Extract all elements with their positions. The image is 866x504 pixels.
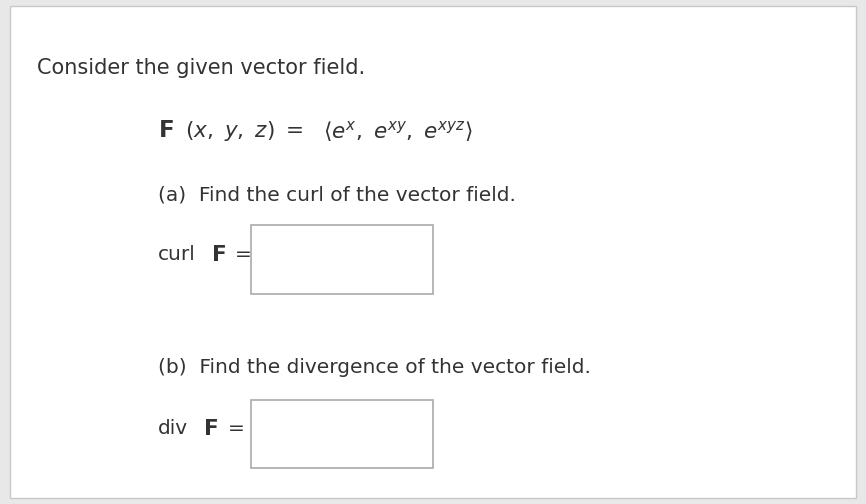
Text: =: = [236, 244, 252, 264]
Text: Consider the given vector field.: Consider the given vector field. [37, 57, 365, 78]
Text: div: div [158, 419, 189, 438]
Text: (a)  Find the curl of the vector field.: (a) Find the curl of the vector field. [158, 185, 516, 205]
Text: =: = [228, 419, 244, 438]
Text: $\langle e^{x},\ e^{xy},\ e^{xyz}\rangle$: $\langle e^{x},\ e^{xy},\ e^{xyz}\rangle… [323, 119, 473, 144]
FancyBboxPatch shape [10, 6, 856, 498]
Text: $\mathbf{F}$: $\mathbf{F}$ [204, 419, 218, 439]
Text: $\mathbf{F}$: $\mathbf{F}$ [210, 244, 226, 265]
Text: (b)  Find the divergence of the vector field.: (b) Find the divergence of the vector fi… [158, 358, 591, 377]
FancyBboxPatch shape [251, 225, 433, 294]
Text: $\mathbf{F}$: $\mathbf{F}$ [158, 119, 174, 142]
FancyBboxPatch shape [251, 400, 433, 468]
Text: curl: curl [158, 244, 196, 264]
Text: $(x,\ y,\ z)\ =$: $(x,\ y,\ z)\ =$ [185, 119, 304, 143]
